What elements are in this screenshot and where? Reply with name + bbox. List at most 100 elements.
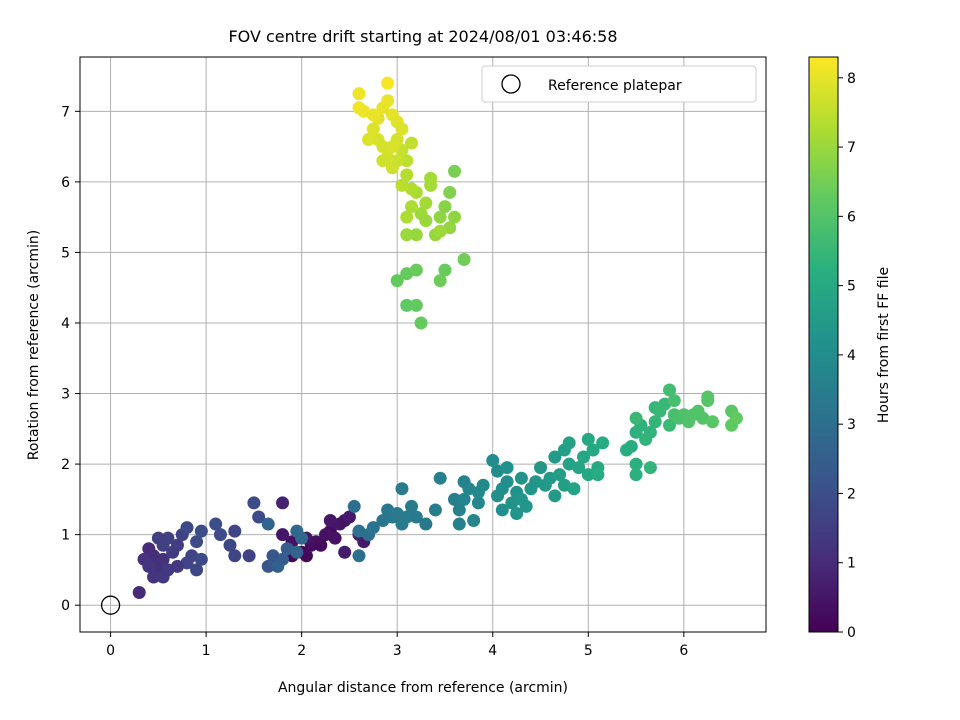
data-point: [433, 224, 447, 238]
data-point: [156, 538, 170, 552]
data-point: [729, 411, 743, 425]
data-point: [400, 210, 414, 224]
data-point: [581, 432, 595, 446]
data-point: [705, 415, 719, 429]
x-axis-label: Angular distance from reference (arcmin): [278, 680, 568, 696]
data-point: [347, 499, 361, 513]
data-point: [414, 207, 428, 221]
x-tick-label: 5: [584, 643, 593, 659]
data-point: [261, 517, 275, 531]
data-point: [405, 499, 419, 513]
data-point: [132, 585, 146, 599]
data-point: [428, 503, 442, 517]
data-point: [452, 517, 466, 531]
x-tick-label: 3: [393, 643, 402, 659]
data-point: [438, 263, 452, 277]
data-point: [701, 390, 715, 404]
data-point: [519, 499, 533, 513]
y-tick-label: 6: [61, 175, 70, 191]
y-tick-label: 3: [61, 387, 70, 403]
data-point: [142, 559, 156, 573]
colorbar-tick-label: 6: [847, 209, 856, 225]
data-point: [643, 461, 657, 475]
data-point: [190, 563, 204, 577]
data-point: [500, 461, 514, 475]
data-point: [170, 538, 184, 552]
data-point: [228, 524, 242, 538]
data-point: [352, 87, 366, 101]
data-point: [457, 252, 471, 266]
data-point: [213, 528, 227, 542]
data-point: [228, 549, 242, 563]
data-point: [581, 468, 595, 482]
data-point: [366, 122, 380, 136]
data-point: [395, 482, 409, 496]
data-point: [643, 425, 657, 439]
data-point: [510, 506, 524, 520]
data-point: [663, 383, 677, 397]
data-point: [629, 457, 643, 471]
data-point: [409, 263, 423, 277]
data-point: [319, 528, 333, 542]
colorbar-tick-label: 3: [847, 417, 856, 433]
data-point: [371, 133, 385, 147]
data-point: [376, 154, 390, 168]
data-point: [400, 510, 414, 524]
data-point: [385, 140, 399, 154]
data-point: [247, 496, 261, 510]
data-point: [381, 94, 395, 108]
data-point: [471, 496, 485, 510]
colorbar: 0 1 2 3 4 5 6 7 8 Hours from first FF file: [808, 56, 892, 641]
y-tick-label: 5: [61, 245, 70, 261]
x-tick-label: 4: [488, 643, 497, 659]
data-point: [548, 489, 562, 503]
data-point: [261, 559, 275, 573]
data-point: [276, 496, 290, 510]
legend-label: Reference platepar: [548, 78, 682, 94]
x-axis-ticks: 0 1 2 3 4 5 6: [106, 632, 688, 659]
data-point: [314, 538, 328, 552]
chart-title: FOV centre drift starting at 2024/08/01 …: [228, 27, 617, 46]
colorbar-gradient: [808, 56, 839, 633]
data-point: [366, 521, 380, 535]
data-point: [577, 450, 591, 464]
data-point: [457, 492, 471, 506]
y-axis-label: Rotation from reference (arcmin): [26, 230, 42, 460]
data-point: [405, 200, 419, 214]
data-point: [548, 450, 562, 464]
y-tick-label: 7: [61, 104, 70, 120]
data-point: [467, 514, 481, 528]
colorbar-tick-label: 1: [847, 556, 856, 572]
data-point: [620, 443, 634, 457]
legend-box: [481, 65, 757, 103]
reference-marker-group: [100, 595, 121, 615]
data-point: [414, 316, 428, 330]
data-point: [276, 528, 290, 542]
colorbar-tick-label: 5: [847, 279, 856, 295]
data-point: [223, 538, 237, 552]
data-point: [209, 517, 223, 531]
data-point: [419, 196, 433, 210]
data-points: [132, 76, 743, 599]
data-point: [194, 552, 208, 566]
data-point: [562, 436, 576, 450]
data-point: [290, 545, 304, 559]
y-tick-label: 1: [61, 528, 70, 544]
legend-reference-marker: [501, 74, 521, 94]
data-point: [567, 482, 581, 496]
data-point: [586, 443, 600, 457]
y-axis-ticks: 0 1 2 3 4 5 6 7: [61, 104, 80, 614]
data-point: [495, 503, 509, 517]
colorbar-ticks: 0 1 2 3 4 5 6 7 8: [838, 71, 856, 641]
data-point: [323, 514, 337, 528]
data-point: [433, 210, 447, 224]
data-point: [352, 549, 366, 563]
data-point: [170, 559, 184, 573]
data-point: [400, 228, 414, 242]
data-point: [409, 298, 423, 312]
data-point: [381, 76, 395, 90]
colorbar-tick-label: 8: [847, 71, 856, 87]
data-point: [409, 510, 423, 524]
data-point: [452, 503, 466, 517]
data-point: [448, 210, 462, 224]
